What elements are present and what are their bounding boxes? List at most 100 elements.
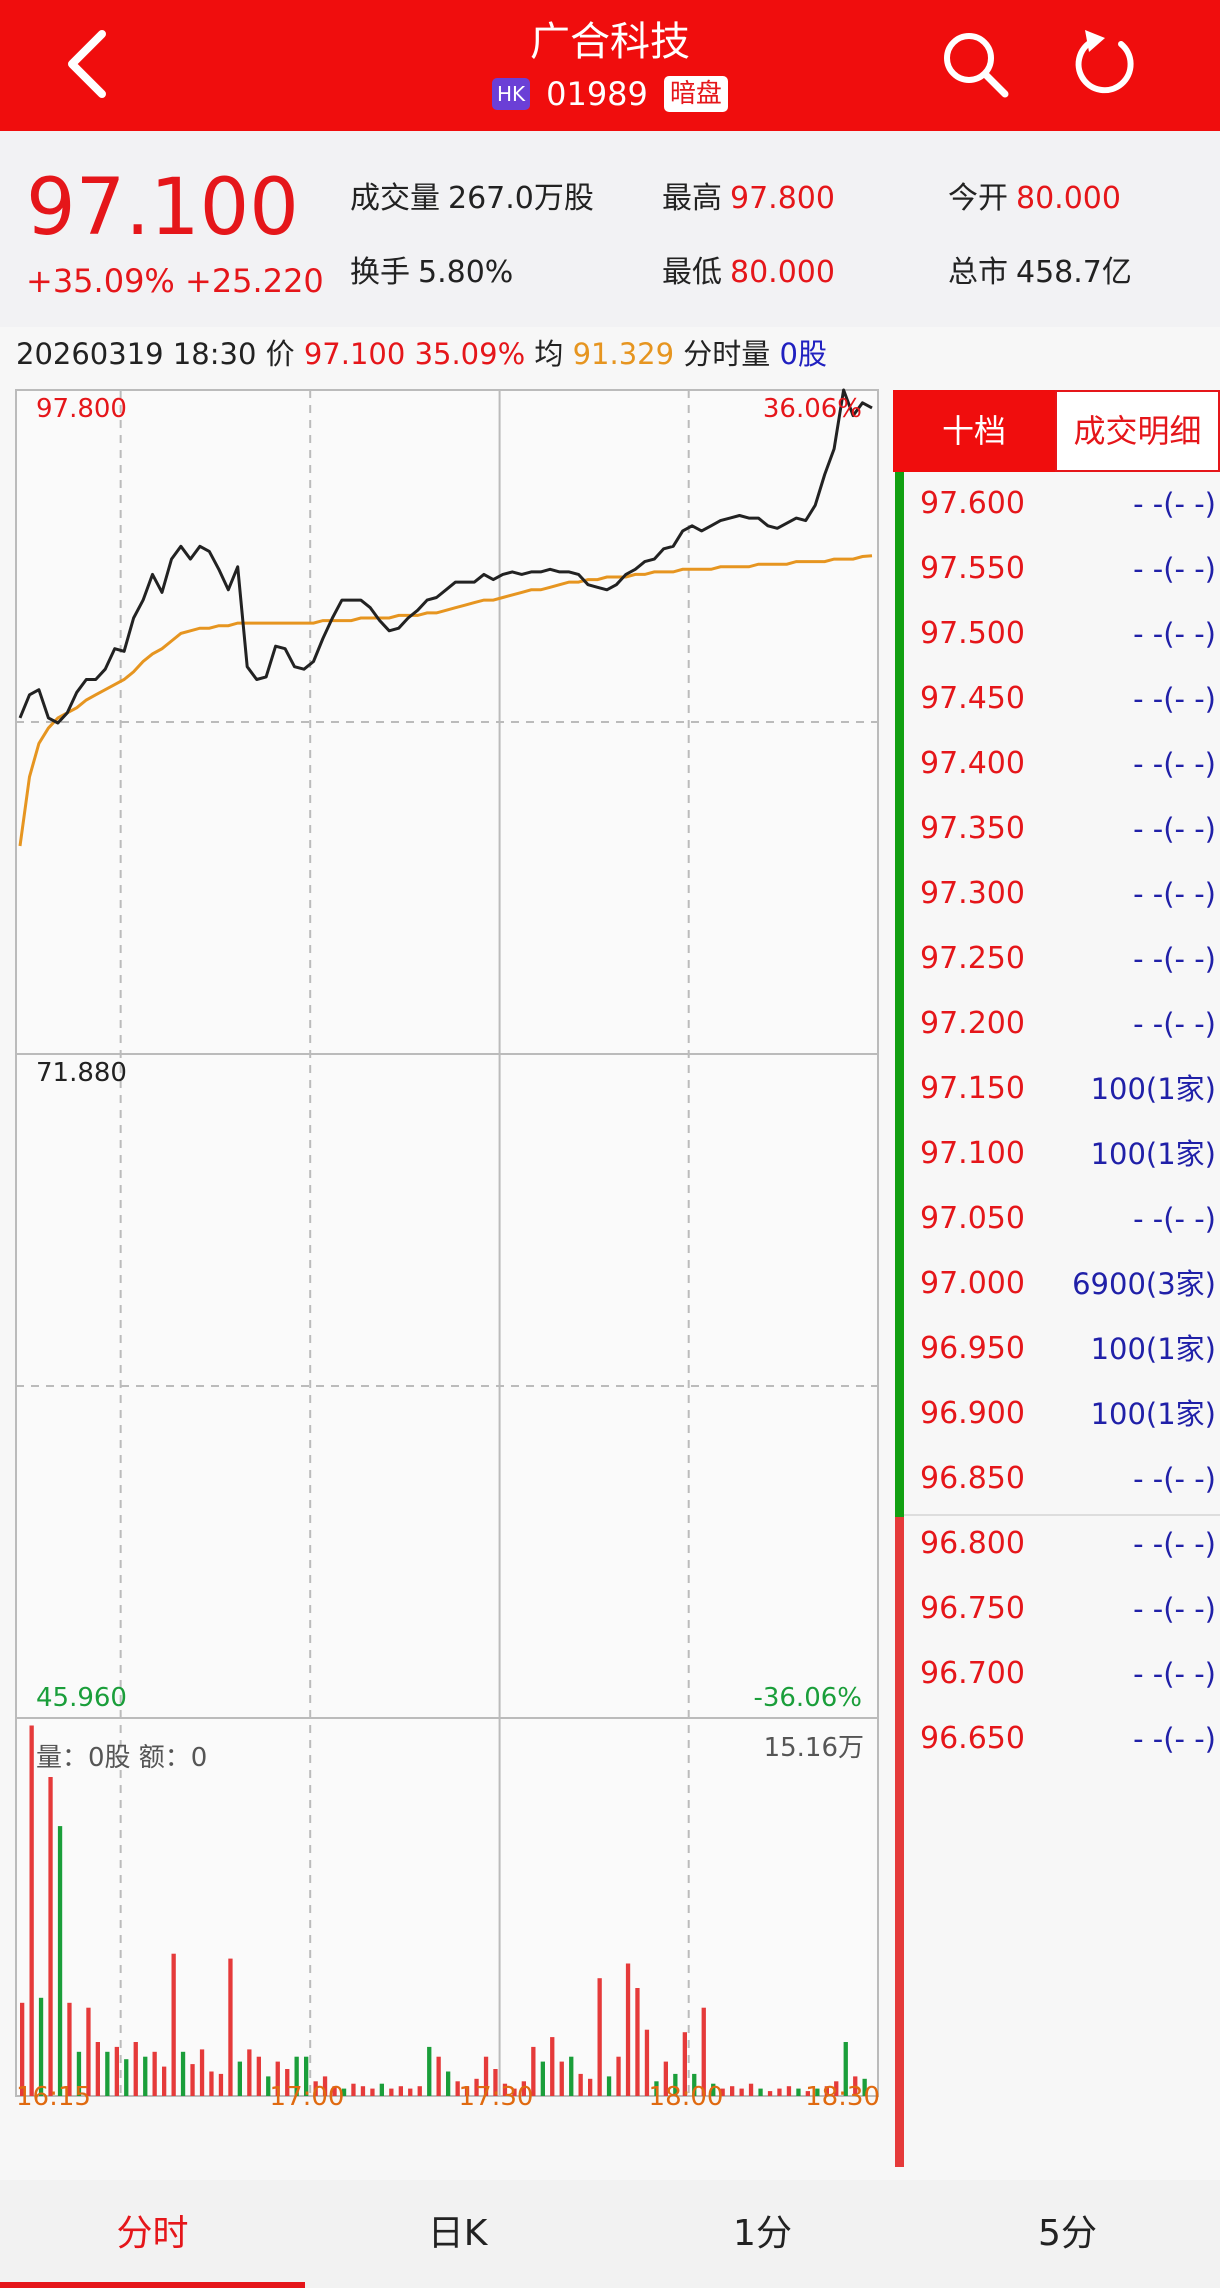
volume-bar bbox=[105, 2051, 110, 2096]
level-price: 96.950 bbox=[920, 1331, 1025, 1366]
volume-bar bbox=[748, 2083, 754, 2096]
level-quantity: - -(- -) bbox=[1133, 682, 1216, 716]
level-quantity: - -(- -) bbox=[1133, 877, 1216, 911]
level-price: 97.000 bbox=[920, 1266, 1025, 1301]
level-price: 97.400 bbox=[920, 746, 1025, 781]
info-avg: 91.329 bbox=[572, 337, 675, 371]
volume-bar bbox=[616, 2056, 621, 2096]
level-price: 97.600 bbox=[920, 486, 1025, 521]
market-badge: HK bbox=[492, 78, 531, 110]
volume-bar bbox=[796, 2088, 801, 2096]
volume-bar bbox=[389, 2088, 394, 2096]
bid-side-bar bbox=[895, 1517, 904, 2167]
tab-1min[interactable]: 1分 bbox=[733, 2213, 792, 2254]
tab-trade-details[interactable]: 成交明细 bbox=[1055, 390, 1220, 472]
axis-top-price: 97.800 bbox=[36, 394, 127, 424]
volume-bar bbox=[815, 2088, 820, 2096]
stat-market-cap: 总市 458.7亿 bbox=[948, 255, 1132, 290]
order-book: 十档 成交明细 97.600- -(- -) 97.550- -(- -) 97.5… bbox=[893, 390, 1220, 2167]
volume-bar bbox=[739, 2088, 744, 2096]
axis-bottom-price: 45.960 bbox=[36, 1683, 127, 1713]
stock-code: 01989 bbox=[546, 75, 648, 113]
volume-bar bbox=[124, 2059, 129, 2096]
bid-row: 96.800 - -(- -) bbox=[893, 1512, 1220, 1577]
level-quantity: - -(- -) bbox=[1133, 487, 1216, 521]
x-tick-label: 17:00 bbox=[270, 2082, 345, 2112]
volume-bar bbox=[294, 2056, 299, 2096]
volume-bar bbox=[464, 2086, 470, 2096]
volume-bar bbox=[29, 1725, 34, 2096]
average-price-line bbox=[18, 554, 873, 847]
level-price: 97.150 bbox=[920, 1071, 1025, 1106]
volume-bar bbox=[578, 2073, 583, 2096]
volume-bar bbox=[730, 2086, 735, 2096]
level-quantity: 100(1家) bbox=[1090, 1137, 1216, 1171]
level-quantity: - -(- -) bbox=[1133, 942, 1216, 976]
level-price: 96.800 bbox=[920, 1526, 1025, 1561]
ask-row: 97.350 - -(- -) bbox=[893, 797, 1220, 862]
info-volume: 0股 bbox=[779, 337, 827, 371]
volume-bar bbox=[853, 2076, 858, 2096]
volume-bar bbox=[152, 2051, 157, 2096]
bid-row: 97.000 6900(3家) bbox=[893, 1252, 1220, 1317]
x-tick-label: 18:00 bbox=[649, 2082, 724, 2112]
level-quantity: - -(- -) bbox=[1133, 1202, 1216, 1236]
volume-bar bbox=[550, 2037, 555, 2096]
level-price: 97.050 bbox=[920, 1201, 1025, 1236]
back-button[interactable] bbox=[50, 24, 130, 104]
x-tick-label: 17:30 bbox=[459, 2082, 534, 2112]
volume-bar bbox=[162, 2066, 167, 2096]
axis-mid-price: 71.880 bbox=[36, 1058, 127, 1088]
ask-row: 97.550 - -(- -) bbox=[893, 537, 1220, 602]
volume-bar bbox=[304, 2056, 309, 2096]
level-quantity: - -(- -) bbox=[1133, 1722, 1216, 1756]
volume-bar bbox=[483, 2056, 489, 2096]
volume-bar bbox=[171, 1953, 176, 2096]
volume-bar bbox=[455, 2081, 460, 2096]
volume-bar bbox=[95, 2042, 100, 2096]
search-icon bbox=[944, 33, 1009, 98]
tab-intraday[interactable]: 分时 bbox=[0, 2180, 305, 2288]
volume-bar bbox=[38, 1997, 44, 2096]
tab-ten-levels[interactable]: 十档 bbox=[893, 390, 1055, 472]
level-quantity: - -(- -) bbox=[1133, 617, 1216, 651]
intraday-chart[interactable]: 97.800 36.06% 71.880 45.960 -36.06% 量：0股… bbox=[0, 382, 890, 2112]
volume-bar bbox=[474, 2078, 479, 2096]
volume-bar bbox=[711, 2083, 716, 2096]
level-price: 97.450 bbox=[920, 681, 1025, 716]
top-bar: 广合科技 HK 01989 暗盘 bbox=[0, 0, 1220, 131]
volume-bar bbox=[285, 2069, 290, 2096]
volume-bar bbox=[673, 2073, 678, 2096]
volume-bar bbox=[408, 2088, 413, 2096]
refresh-button[interactable] bbox=[1065, 24, 1145, 104]
level-price: 97.550 bbox=[920, 551, 1025, 586]
volume-bar bbox=[635, 1988, 640, 2096]
volume-bar bbox=[654, 2081, 659, 2096]
level-quantity: - -(- -) bbox=[1133, 747, 1216, 781]
volume-bar bbox=[436, 2056, 441, 2096]
book-divider bbox=[904, 1514, 1220, 1516]
level-quantity: 100(1家) bbox=[1090, 1072, 1216, 1106]
tab-daily-k[interactable]: 日K bbox=[427, 2213, 488, 2254]
intraday-chart-svg: 97.800 36.06% 71.880 45.960 -36.06% 量：0股… bbox=[15, 388, 880, 2112]
stock-subline: HK 01989 暗盘 bbox=[0, 74, 1220, 114]
level-quantity: - -(- -) bbox=[1133, 812, 1216, 846]
search-button[interactable] bbox=[935, 24, 1015, 104]
bid-row: 96.950 100(1家) bbox=[893, 1317, 1220, 1382]
price-change: +35.09% +25.220 bbox=[26, 262, 324, 300]
ask-row: 97.300 - -(- -) bbox=[893, 862, 1220, 927]
volume-bar bbox=[190, 2064, 195, 2096]
volume-bar bbox=[805, 2091, 810, 2096]
volume-bar bbox=[720, 2088, 725, 2096]
volume-bar bbox=[398, 2086, 403, 2096]
refresh-icon bbox=[1075, 30, 1134, 94]
volume-max-label: 15.16万 bbox=[764, 1733, 864, 1763]
tab-5min[interactable]: 5分 bbox=[1038, 2213, 1097, 2254]
level-quantity: - -(- -) bbox=[1133, 1527, 1216, 1561]
level-price: 96.850 bbox=[920, 1461, 1025, 1496]
info-datetime: 20260319 18:30 bbox=[16, 337, 257, 371]
volume-bar bbox=[588, 2078, 593, 2096]
volume-bar bbox=[266, 2076, 271, 2096]
bid-row: 97.100 100(1家) bbox=[893, 1122, 1220, 1187]
volume-bar bbox=[786, 2086, 792, 2096]
